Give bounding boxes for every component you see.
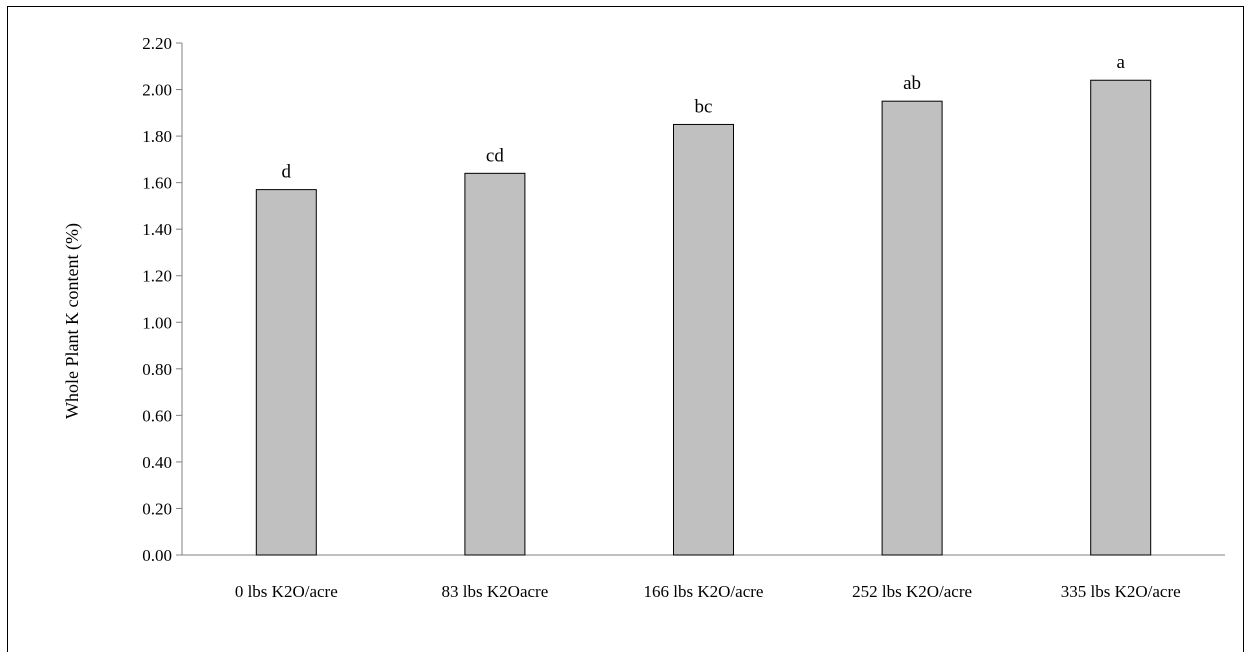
y-tick-label: 0.00 [142,546,172,565]
y-tick-label: 0.20 [142,499,172,518]
y-axis-ticks: 0.00 0.20 0.40 0.60 0.80 1.00 1.20 1.40 1.60 1.80… [142,34,182,565]
bar [464,172,526,556]
x-category-label: 166 lbs K2O/acre [644,582,764,601]
y-tick-label: 1.40 [142,220,172,239]
x-category-label: 83 lbs K2Oacre [442,582,549,601]
bar [255,189,317,556]
y-tick-label: 2.20 [142,34,172,53]
y-tick-label: 1.00 [142,313,172,332]
y-tick-label: 0.80 [142,360,172,379]
bar-labels: d cd bc ab a [282,52,1126,182]
y-tick-label: 1.20 [142,267,172,286]
y-axis-title: Whole Plant K content (%) [62,223,83,419]
y-tick-label: 1.80 [142,127,172,146]
y-tick-label: 0.60 [142,406,172,425]
x-category-label: 0 lbs K2O/acre [235,582,338,601]
bar [673,123,734,556]
bar-data-label: bc [695,96,713,117]
bars [255,79,1152,556]
y-tick-label: 2.00 [142,81,172,100]
bar [1090,79,1152,556]
bar [881,100,943,556]
bar-data-label: d [282,162,292,183]
bar-data-label: ab [903,73,921,94]
bar-data-label: cd [486,145,504,166]
y-tick-label: 0.40 [142,453,172,472]
y-tick-label: 1.60 [142,174,172,193]
category-labels: 0 lbs K2O/acre 83 lbs K2Oacre 166 lbs K2O/… [235,582,1181,601]
chart-frame [7,6,1244,652]
bar-data-label: a [1116,52,1125,73]
x-category-label: 335 lbs K2O/acre [1061,582,1181,601]
x-category-label: 252 lbs K2O/acre [852,582,972,601]
